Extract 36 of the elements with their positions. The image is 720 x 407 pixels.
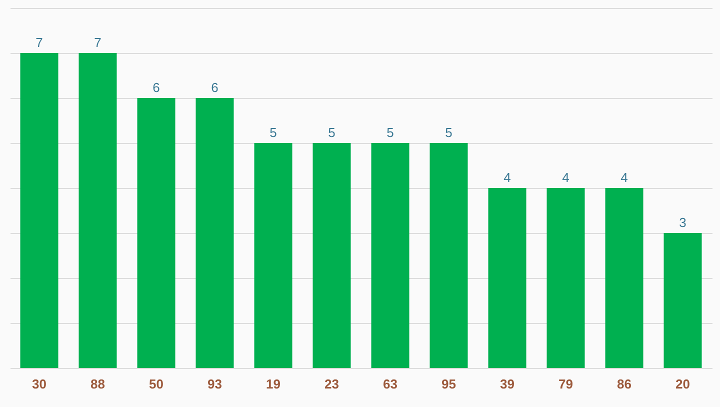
bar <box>488 188 526 368</box>
bar <box>371 143 410 368</box>
data-label: 6 <box>211 80 218 95</box>
x-tick-label: 39 <box>500 376 514 392</box>
data-label: 7 <box>94 35 102 50</box>
x-tick-label: 50 <box>149 376 164 392</box>
bar <box>605 188 644 368</box>
x-tick-label: 19 <box>266 376 280 392</box>
data-label: 7 <box>36 35 43 50</box>
bar <box>137 98 176 368</box>
x-tick-label: 30 <box>32 376 46 392</box>
bar <box>664 233 702 368</box>
data-label: 4 <box>504 170 511 185</box>
x-tick-label: 93 <box>208 376 222 392</box>
x-tick-label: 79 <box>558 376 573 392</box>
data-label: 4 <box>620 170 628 185</box>
bar <box>254 143 292 368</box>
bar <box>20 53 58 368</box>
data-label: 5 <box>328 125 336 140</box>
x-tick-label: 88 <box>90 376 105 392</box>
x-tick-label: 86 <box>617 376 632 392</box>
x-tick-label: 23 <box>324 376 339 392</box>
data-label: 5 <box>270 125 277 140</box>
data-label: 6 <box>152 80 160 95</box>
bar <box>196 98 234 368</box>
x-tick-label: 95 <box>442 376 456 392</box>
data-label: 3 <box>679 215 686 230</box>
x-tick-label: 20 <box>676 376 690 392</box>
data-label: 4 <box>562 170 570 185</box>
bar <box>78 53 117 368</box>
x-tick-label: 63 <box>383 376 398 392</box>
data-label: 5 <box>445 125 452 140</box>
bar <box>430 143 468 368</box>
bar <box>312 143 351 368</box>
data-label: 5 <box>386 125 394 140</box>
bar <box>546 188 585 368</box>
